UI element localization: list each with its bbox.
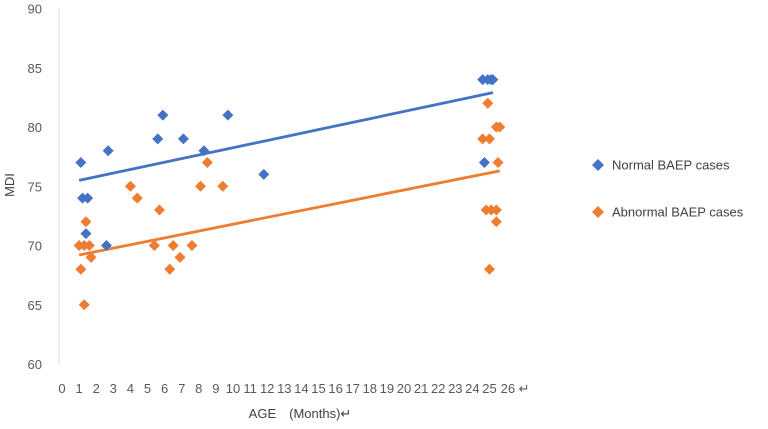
legend-marker-abnormal [592, 206, 604, 218]
x-tick-label: 26 ↵ [501, 381, 530, 396]
x-tick-label: 10 [226, 381, 240, 396]
data-point-abnormal [75, 263, 87, 275]
data-point-abnormal [174, 251, 186, 263]
x-tick-label: 15 [311, 381, 325, 396]
x-tick-label: 2 [93, 381, 100, 396]
data-point-abnormal [124, 180, 136, 192]
x-tick-label: 24 [465, 381, 479, 396]
data-point-abnormal [148, 240, 160, 251]
data-point-abnormal [490, 216, 502, 228]
data-point-abnormal [484, 263, 495, 275]
data-point-abnormal [494, 121, 506, 133]
data-point-abnormal [167, 240, 179, 251]
x-tick-label: 25 [482, 381, 496, 396]
x-tick-label: 6 [161, 381, 168, 396]
legend-marker-normal [592, 159, 604, 171]
x-tick-label: 16 [328, 381, 342, 396]
y-tick-label: 70 [28, 239, 42, 254]
data-point-normal [198, 145, 210, 157]
data-point-abnormal [85, 251, 97, 263]
data-point-normal [258, 168, 270, 180]
x-tick-label: 22 [431, 381, 445, 396]
data-point-abnormal [490, 204, 502, 216]
y-tick-label: 75 [28, 179, 42, 194]
x-tick-label: 19 [380, 381, 394, 396]
data-point-normal [478, 157, 490, 169]
data-point-abnormal [201, 157, 213, 169]
data-point-normal [157, 109, 169, 121]
legend-item-normal: Normal BAEP cases [592, 158, 730, 173]
x-tick-label: 17 [345, 381, 359, 396]
trendline-abnormal [78, 169, 501, 257]
trendline-normal [78, 91, 494, 182]
x-tick-label: 5 [144, 381, 151, 396]
data-point-abnormal [78, 299, 90, 311]
data-point-abnormal [492, 157, 504, 169]
x-tick-label: 20 [397, 381, 411, 396]
y-tick-label: 60 [28, 357, 42, 372]
x-tick-label: 8 [195, 381, 202, 396]
legend-label-normal: Normal BAEP cases [612, 158, 730, 173]
x-tick-label: 18 [363, 381, 377, 396]
data-point-abnormal [484, 133, 495, 145]
y-tick-label: 80 [28, 120, 42, 135]
legend-item-abnormal: Abnormal BAEP cases [592, 205, 744, 220]
x-tick-label: 21 [414, 381, 428, 396]
x-tick-label: 7 [178, 381, 185, 396]
data-point-normal [102, 145, 114, 157]
data-point-normal [152, 133, 164, 145]
data-point-abnormal [482, 97, 494, 109]
data-point-abnormal [131, 192, 143, 204]
data-point-normal [100, 240, 112, 251]
data-point-abnormal [217, 180, 229, 192]
y-tick-label: 65 [28, 298, 42, 313]
x-tick-label: 11 [243, 381, 257, 396]
data-points [73, 74, 506, 311]
trendlines [78, 91, 501, 257]
data-point-abnormal [80, 216, 92, 228]
data-point-abnormal [195, 180, 207, 192]
data-point-abnormal [164, 263, 176, 275]
x-tick-label: 4 [127, 381, 134, 396]
data-point-abnormal [153, 204, 165, 216]
x-tick-label: 0 [58, 381, 65, 396]
data-point-normal [80, 228, 92, 240]
x-tick-label: 1 [75, 381, 82, 396]
y-tick-label: 90 [28, 2, 42, 17]
x-tick-label: 3 [110, 381, 117, 396]
data-point-abnormal [83, 240, 95, 251]
data-point-normal [177, 133, 189, 145]
legend-label-abnormal: Abnormal BAEP cases [612, 205, 744, 220]
x-tick-label: 23 [448, 381, 462, 396]
x-axis-title: AGE (Months)↵ [249, 406, 352, 421]
data-point-abnormal [477, 133, 489, 145]
y-axis-ticks: 60 65 70 75 80 85 90 [28, 2, 42, 373]
x-tick-label: 14 [294, 381, 308, 396]
data-point-normal [487, 74, 499, 86]
data-point-normal [82, 192, 94, 204]
data-point-normal [222, 109, 234, 121]
x-axis-ticks: 0 1 2 3 4 5 6 7 8 9 10 11 12 13 14 15 16 17 18 19 20 21 22 23 24… [58, 381, 529, 396]
y-axis-title: MDI [2, 173, 17, 197]
data-point-abnormal [186, 240, 198, 251]
x-tick-label: 12 [260, 381, 274, 396]
legend: Normal BAEP cases Abnormal BAEP cases [592, 158, 744, 220]
data-point-normal [75, 157, 87, 169]
x-tick-label: 9 [212, 381, 219, 396]
y-tick-label: 85 [28, 61, 42, 76]
x-tick-label: 13 [277, 381, 291, 396]
